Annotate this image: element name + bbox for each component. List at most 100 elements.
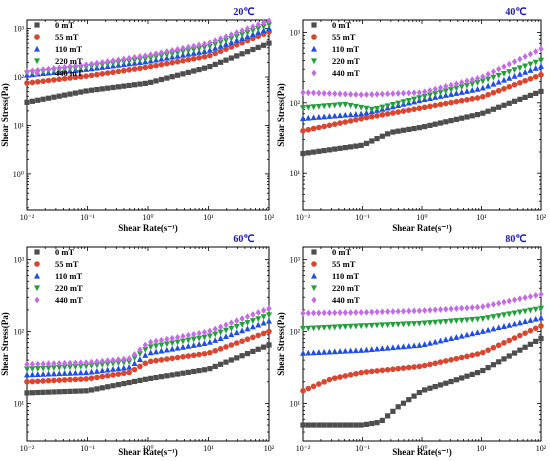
data-point [223,46,229,52]
data-point [261,42,267,48]
data-point [416,89,422,97]
data-point [495,324,502,331]
legend-label: 440 mT [332,68,360,78]
data-point [40,370,47,377]
data-point [94,374,100,381]
data-point [126,67,132,73]
data-point [485,70,491,78]
data-point [321,89,327,97]
data-point [464,77,470,85]
data-point [191,42,197,50]
data-point [77,369,84,376]
data-point [474,351,481,357]
data-point [406,89,412,97]
data-point [321,147,327,154]
data-point [255,346,261,352]
data-point [448,99,454,106]
data-point [29,390,35,396]
data-point [443,358,449,364]
data-point [527,341,534,347]
data-point [437,337,444,344]
data-point [527,50,534,58]
data-point [406,126,412,133]
data-point [126,369,132,376]
data-point [395,307,401,315]
data-point [212,331,219,338]
data-point [321,309,327,317]
data-point [67,376,73,383]
series-square [300,88,544,157]
data-point [174,339,181,346]
data-point [400,99,407,106]
data-point [40,365,47,372]
data-point [448,81,454,89]
data-point [94,59,100,67]
data-point [347,118,354,124]
data-point [153,343,160,350]
data-point [353,309,359,316]
data-point [506,100,512,106]
data-point [421,341,428,347]
data-point [368,113,375,120]
data-point [67,364,74,371]
data-point [358,347,365,353]
data-point [40,389,46,395]
series-triangle-down [300,305,544,332]
data-point [164,356,170,362]
data-point [228,342,235,348]
data-point [310,325,317,332]
data-point [395,90,401,97]
data-point [315,113,322,120]
data-point [305,385,312,392]
data-point [532,65,539,71]
data-point [206,43,213,50]
data-point [400,365,407,371]
data-point [94,358,100,366]
data-point [453,334,460,340]
data-point [326,147,333,153]
data-point [517,347,523,353]
data-point [527,307,534,314]
data-point [416,105,423,112]
data-point [131,53,138,61]
data-point [405,321,412,328]
data-point [400,400,407,406]
data-point [72,376,79,383]
data-point [72,364,79,370]
data-point [169,340,176,347]
data-point [427,361,433,368]
data-point [490,74,497,81]
data-point [153,50,159,58]
data-point [400,307,407,315]
y-axis-title: Shear Stress(Pa) [276,83,286,146]
data-point [45,65,52,73]
data-point [34,365,41,372]
data-point [363,91,370,99]
data-point [448,335,455,342]
chart-panel-4: 10⁻² 10⁻¹ 10⁰ 10¹ 10² 10¹ 10² 10³ 0 mT 55 mT 110 m… [276,234,547,457]
data-point [29,366,36,373]
data-point [369,308,375,316]
data-point [180,57,186,64]
data-point [207,39,213,47]
x-axis-title: Shear Rate(s⁻¹) [392,223,452,233]
data-point [56,93,62,99]
data-point [305,150,311,156]
legend-label: 220 mT [55,56,83,66]
data-point [437,84,444,92]
data-point [374,90,380,98]
data-point [88,72,95,79]
data-point [212,337,219,343]
data-point [40,378,46,384]
data-point [348,309,354,316]
data-point [316,309,322,317]
data-point [169,47,175,54]
data-point [406,397,412,403]
data-point [332,422,338,428]
data-point [358,115,364,122]
data-point [474,303,481,311]
data-point [228,44,235,50]
data-point [228,319,234,327]
data-point [395,321,402,328]
data-point [163,341,170,348]
